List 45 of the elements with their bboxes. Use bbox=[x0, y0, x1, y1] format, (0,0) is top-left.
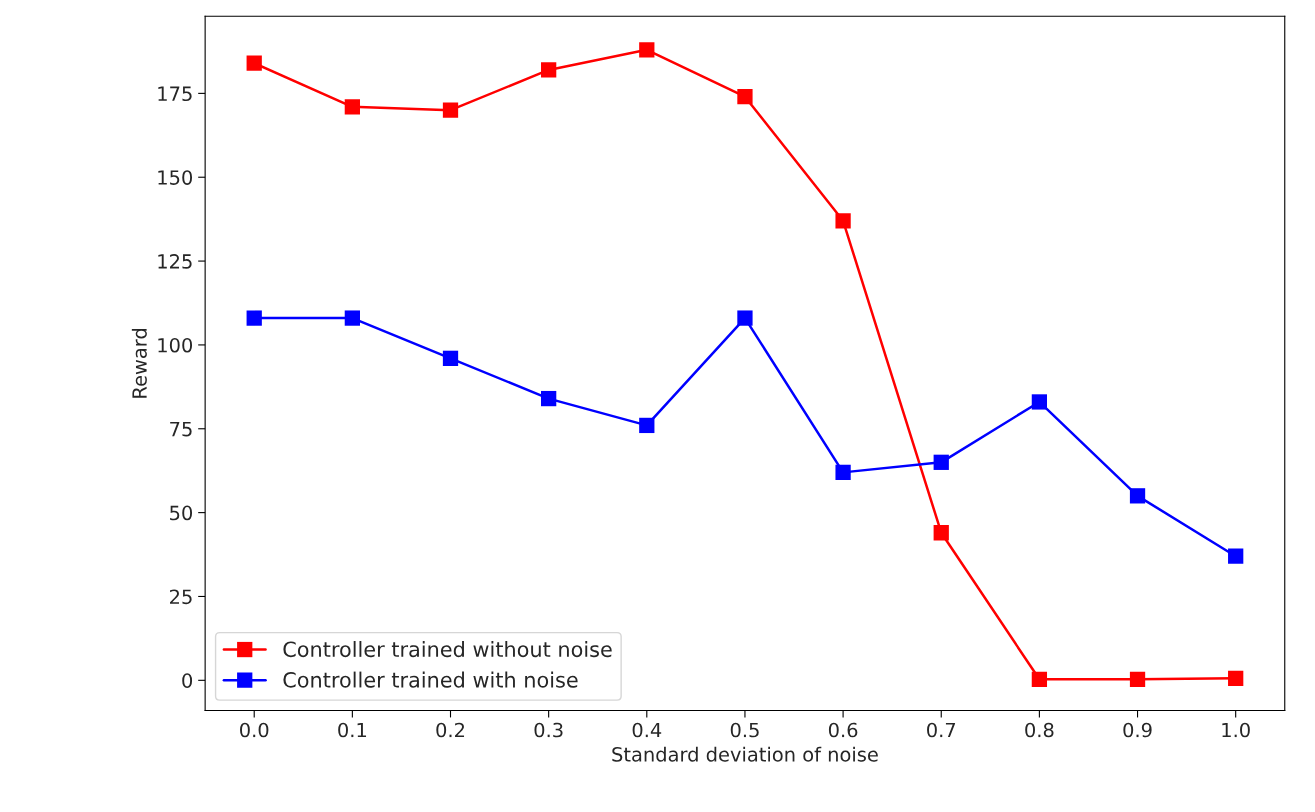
y-axis-title: Reward bbox=[131, 328, 147, 398]
point bbox=[639, 417, 655, 434]
point bbox=[639, 42, 655, 58]
y-tick-label: 75 bbox=[170, 421, 192, 437]
y-tick-label: 100 bbox=[158, 337, 193, 353]
point bbox=[1129, 671, 1146, 687]
y-tick-label: 175 bbox=[158, 86, 192, 102]
y-tick-label: 0 bbox=[182, 673, 193, 688]
x-tick-label: 0.5 bbox=[730, 722, 759, 738]
point bbox=[835, 213, 851, 229]
point bbox=[1129, 488, 1146, 504]
x-tick-label: 1.0 bbox=[1222, 722, 1250, 738]
legend-label: Controller trained without noise bbox=[283, 641, 612, 658]
point bbox=[1228, 670, 1244, 686]
point bbox=[737, 89, 753, 105]
point bbox=[933, 454, 949, 470]
x-tick-label: 0.1 bbox=[338, 722, 367, 738]
y-tick-label: 25 bbox=[170, 589, 192, 605]
x-tick-label: 0.0 bbox=[240, 722, 269, 738]
point bbox=[442, 102, 459, 118]
x-tick-label: 0.6 bbox=[828, 722, 858, 738]
point bbox=[541, 390, 557, 407]
y-tick-label: 150 bbox=[158, 170, 193, 185]
point bbox=[344, 99, 360, 115]
point bbox=[541, 62, 557, 78]
x-tick-label: 0.3 bbox=[534, 722, 563, 738]
point bbox=[1228, 548, 1244, 564]
point bbox=[246, 55, 262, 71]
point bbox=[246, 310, 262, 326]
point bbox=[1031, 394, 1048, 410]
point bbox=[835, 464, 851, 481]
point bbox=[1031, 671, 1048, 687]
x-tick-label: 0.9 bbox=[1123, 722, 1152, 738]
y-tick-label: 125 bbox=[158, 254, 192, 269]
legend-label: Controller trained with noise bbox=[283, 671, 578, 688]
x-tick-label: 0.4 bbox=[632, 722, 662, 738]
x-tick-label: 0.7 bbox=[927, 722, 956, 738]
point bbox=[737, 310, 753, 326]
x-tick-label: 0.2 bbox=[436, 722, 465, 738]
point bbox=[933, 525, 949, 541]
point bbox=[344, 310, 360, 326]
x-axis-title: Standard deviation of noise bbox=[612, 746, 878, 762]
point bbox=[442, 350, 459, 366]
y-tick-label: 50 bbox=[170, 505, 193, 521]
x-tick-label: 0.8 bbox=[1025, 722, 1054, 738]
